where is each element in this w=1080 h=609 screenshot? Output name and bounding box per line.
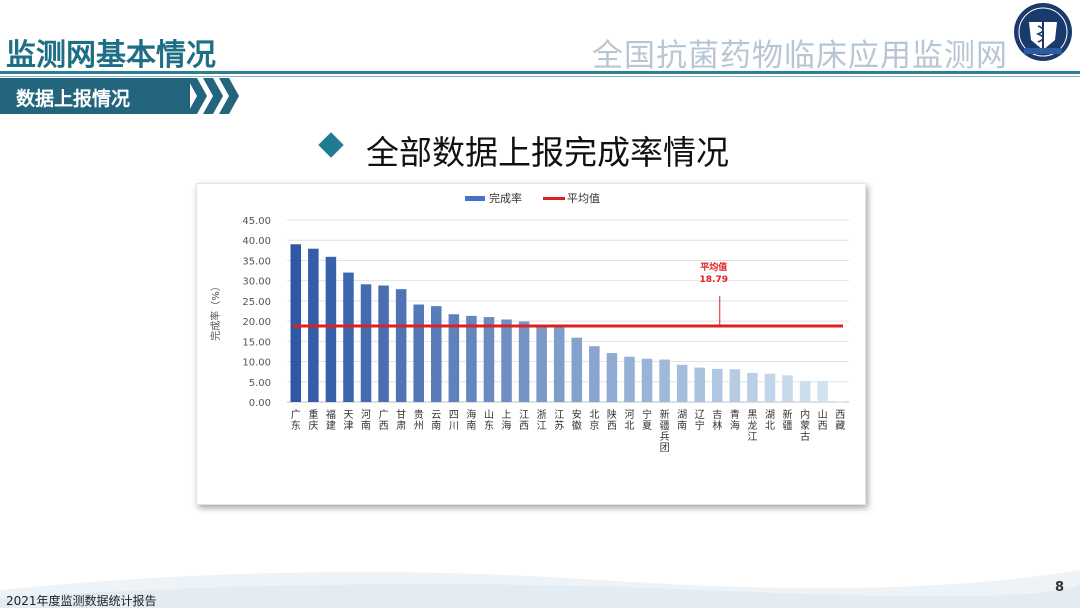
x-category-label: 黑龙江	[747, 409, 757, 443]
section-title: 监测网基本情况	[6, 38, 216, 73]
x-category-label: 四川	[449, 410, 459, 432]
y-tick-label: 5.00	[249, 378, 271, 389]
bar-甘肃	[395, 289, 407, 402]
page-number: 8	[1054, 580, 1064, 595]
bar-黑龙江	[747, 372, 758, 402]
x-category-label: 青海	[730, 408, 740, 432]
y-tick-label: 30.00	[242, 277, 271, 288]
caduceus-shield-logo-icon	[1014, 3, 1072, 61]
legend-swatch-bar	[465, 196, 485, 201]
chart-legend: 完成率 平均值	[465, 191, 600, 205]
completion-rate-chart: 完成率 平均值 0.005.0010.0015.0020.0025.0030.00…	[209, 191, 849, 454]
bar-内蒙古	[799, 380, 811, 402]
x-category-label: 上海	[502, 409, 512, 432]
y-tick-label: 0.00	[249, 398, 271, 409]
x-category-label: 湖南	[677, 409, 687, 432]
bar-河北	[624, 356, 635, 402]
bar-海南	[466, 315, 477, 402]
x-category-label: 云南	[431, 410, 441, 432]
x-category-label: 山东	[484, 409, 494, 432]
average-callout-value: 18.79	[700, 275, 728, 285]
x-category-label: 河南	[361, 409, 371, 432]
bar-贵州	[413, 304, 424, 402]
bar-湖南	[676, 364, 688, 402]
bar-广西	[378, 285, 389, 402]
bar-四川	[448, 314, 460, 402]
bar-新疆	[782, 375, 793, 402]
legend-label: 平均值	[567, 192, 600, 205]
bar-天津	[343, 272, 354, 402]
x-axis-labels: 广东重庆福建天津河南广西甘肃贵州云南四川海南山东上海江西浙江江苏安徽北京陕西河北…	[291, 408, 845, 454]
x-category-label: 新疆兵团	[660, 408, 670, 454]
bar-湖北	[764, 373, 776, 402]
bar-山东	[483, 317, 495, 402]
x-category-label: 广东	[291, 409, 301, 432]
x-category-label: 湖北	[765, 409, 775, 432]
x-category-label: 河北	[624, 409, 634, 432]
subsection-bar	[0, 78, 190, 114]
x-category-label: 浙江	[537, 409, 547, 432]
network-title: 全国抗菌药物临床应用监测网	[592, 38, 1008, 74]
header-divider	[0, 71, 1080, 74]
y-tick-label: 20.00	[242, 317, 271, 328]
chart-container: 完成率 平均值 0.00 5.00 10.00 15.00 20.00 25.00 30.00…	[196, 183, 866, 505]
bar-青海	[729, 369, 741, 402]
slide-title: 全部数据上报完成率情况	[366, 133, 729, 172]
bar-安徽	[571, 337, 583, 402]
header-divider-thin	[0, 76, 1080, 77]
x-category-label: 内蒙古	[800, 408, 810, 443]
x-category-label: 辽宁	[695, 409, 705, 432]
x-category-label: 福建	[326, 408, 336, 432]
y-tick-label: 45.00	[242, 216, 271, 227]
bar-宁夏	[641, 358, 653, 402]
y-tick-label: 10.00	[242, 358, 271, 369]
x-category-label: 安徽	[572, 408, 582, 432]
x-category-label: 吉林	[712, 409, 722, 432]
bar-西藏	[834, 401, 846, 403]
x-category-label: 宁夏	[642, 408, 652, 432]
bar-辽宁	[694, 367, 705, 402]
x-category-label: 天津	[343, 410, 353, 432]
bar-云南	[431, 306, 442, 402]
legend-label: 完成率	[489, 191, 522, 205]
y-tick-label: 40.00	[242, 236, 271, 247]
y-tick-label: 25.00	[242, 297, 271, 308]
x-category-label: 海南	[466, 408, 476, 432]
y-axis-label: 完成率（%）	[209, 281, 222, 341]
bar-江西	[518, 321, 530, 402]
bar-陕西	[606, 353, 618, 402]
chevrons-right-icon	[187, 78, 239, 114]
report-name: 2021年度监测数据统计报告	[6, 594, 157, 608]
footer-wave	[0, 570, 1080, 608]
average-callout-label: 平均值	[700, 261, 727, 273]
y-axis-ticks: 0.00 5.00 10.00 15.00 20.00 25.00 30.00 35.00 40…	[242, 216, 271, 409]
bar-山西	[817, 380, 828, 402]
y-tick-label: 35.00	[242, 256, 271, 267]
y-tick-label: 15.00	[242, 337, 271, 348]
x-category-label: 山西	[818, 409, 828, 432]
bar-北京	[589, 346, 600, 402]
x-category-label: 贵州	[414, 408, 424, 432]
diamond-bullet-icon	[318, 132, 344, 158]
x-category-label: 江苏	[554, 409, 564, 432]
x-category-label: 甘肃	[396, 408, 406, 432]
bar-吉林	[712, 368, 723, 402]
bar-广东	[290, 244, 302, 402]
bar-福建	[325, 256, 337, 402]
chart-bars	[290, 244, 846, 403]
x-category-label: 江西	[519, 409, 529, 432]
bar-上海	[501, 319, 512, 402]
bar-河南	[360, 284, 372, 402]
average-line-group: 平均值 18.79	[293, 261, 843, 328]
x-category-label: 重庆	[308, 408, 318, 432]
bar-浙江	[536, 325, 547, 402]
subsection-label: 数据上报情况	[16, 88, 131, 110]
x-category-label: 新疆	[783, 408, 793, 432]
x-category-label: 北京	[589, 409, 599, 432]
bar-江苏	[553, 326, 565, 402]
bar-新疆兵团	[659, 359, 670, 402]
x-category-label: 广西	[379, 409, 389, 432]
x-category-label: 陕西	[607, 408, 617, 432]
x-category-label: 西藏	[835, 410, 845, 432]
